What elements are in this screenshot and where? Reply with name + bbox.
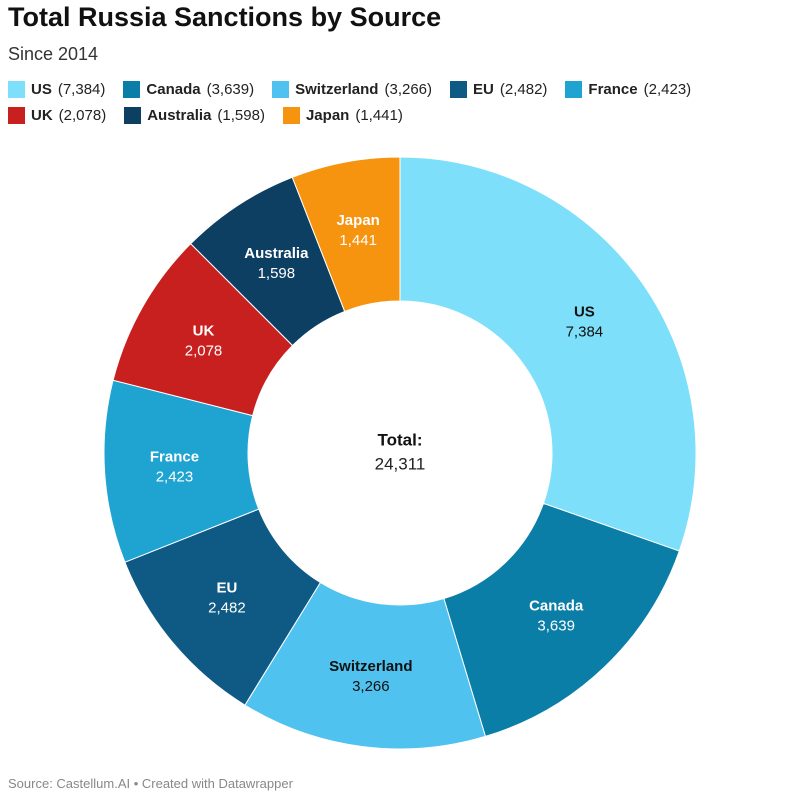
legend-label: UK <box>31 106 53 124</box>
donut-slice <box>443 502 680 738</box>
legend-item: EU 2,482 <box>450 80 547 98</box>
legend-item: Switzerland 3,266 <box>272 80 432 98</box>
slice-value: 7,384 <box>566 323 604 340</box>
source-note: Source: Castellum.AI • Created with Data… <box>8 776 293 791</box>
legend-swatch <box>272 80 290 98</box>
legend-value: 1,441 <box>355 107 403 124</box>
legend-value: 3,266 <box>384 81 432 98</box>
legend-swatch <box>8 80 25 98</box>
legend-label: France <box>588 80 638 98</box>
slice-value: 2,482 <box>208 599 246 616</box>
legend-swatch <box>282 106 300 124</box>
legend-value: 1,598 <box>217 107 265 124</box>
slice-label: EU <box>217 579 238 596</box>
donut-slice <box>291 156 401 313</box>
slice-label: Switzerland <box>329 658 412 675</box>
slice-label: Japan <box>336 212 379 229</box>
legend-swatch <box>124 106 142 124</box>
slice-value: 1,441 <box>339 232 377 249</box>
legend-item: France 2,423 <box>565 80 691 98</box>
legend-item: Canada 3,639 <box>123 80 254 98</box>
legend-item: Japan 1,441 <box>282 106 403 124</box>
slice-label: UK <box>193 322 215 339</box>
chart-subtitle: Since 2014 <box>8 44 99 64</box>
slice-label: Canada <box>529 597 584 614</box>
center-total: 24,311 <box>375 454 426 473</box>
legend-label: EU <box>473 80 494 98</box>
legend-value: 2,078 <box>59 107 107 124</box>
legend-value: 2,482 <box>500 81 548 98</box>
slice-label: France <box>150 449 199 466</box>
slice-label: US <box>574 303 595 320</box>
legend-swatch <box>450 80 468 98</box>
slice-value: 3,266 <box>352 678 390 695</box>
chart-title: Total Russia Sanctions by Source <box>8 2 442 32</box>
legend-swatch <box>565 80 583 98</box>
legend-value: 2,423 <box>644 81 692 98</box>
legend-swatch <box>8 106 25 124</box>
chart: US 7,384 Canada 3,639 Switzerland 3,266 EU 2,48… <box>103 156 697 750</box>
donut-slice <box>399 156 697 552</box>
slice-value: 2,078 <box>185 342 223 359</box>
legend-value: 7,384 <box>58 81 106 98</box>
legend-label: Canada <box>146 80 201 98</box>
legend-item: UK 2,078 <box>8 106 106 124</box>
donut-slice <box>244 581 487 750</box>
legend-value: 3,639 <box>207 81 255 98</box>
slice-value: 2,423 <box>156 469 194 486</box>
slice-label: Australia <box>244 245 309 262</box>
legend-label: US <box>31 80 52 98</box>
legend-item: Australia 1,598 <box>124 106 265 124</box>
legend-label: Australia <box>147 106 212 124</box>
legend-label: Japan <box>305 106 350 124</box>
legend-item: US 7,384 <box>8 80 105 98</box>
legend: US 7,384 Canada 3,639 Switzerland 3,266 EU 2,48… <box>8 80 708 124</box>
legend-label: Switzerland <box>295 80 379 98</box>
legend-swatch <box>123 80 141 98</box>
slice-value: 3,639 <box>537 617 575 634</box>
center-label: Total: <box>377 430 422 449</box>
slice-value: 1,598 <box>258 265 296 282</box>
